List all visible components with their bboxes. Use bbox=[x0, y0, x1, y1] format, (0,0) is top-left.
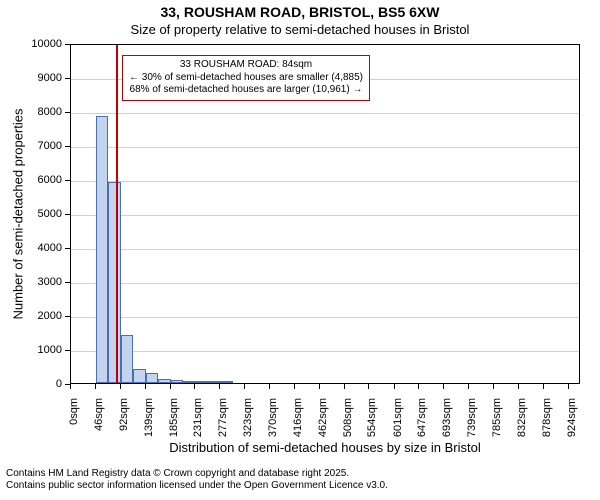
x-tick-label: 185sqm bbox=[168, 398, 180, 437]
histogram-bar bbox=[133, 369, 145, 383]
x-tick-mark bbox=[368, 384, 369, 389]
x-tick-mark bbox=[294, 384, 295, 389]
histogram-bar bbox=[146, 373, 158, 383]
gridline bbox=[71, 351, 579, 352]
title-line2: Size of property relative to semi-detach… bbox=[0, 22, 600, 37]
histogram-bar bbox=[171, 380, 183, 383]
x-tick-label: 462sqm bbox=[317, 398, 329, 437]
y-tick-mark bbox=[65, 316, 70, 317]
x-tick-mark bbox=[269, 384, 270, 389]
x-tick-label: 139sqm bbox=[143, 398, 155, 437]
plot-area: 33 ROUSHAM ROAD: 84sqm← 30% of semi-deta… bbox=[70, 44, 580, 384]
y-tick-label: 10000 bbox=[0, 38, 62, 50]
gridline bbox=[71, 249, 579, 250]
x-tick-mark bbox=[95, 384, 96, 389]
x-tick-label: 46sqm bbox=[93, 398, 105, 431]
x-tick-mark bbox=[543, 384, 544, 389]
histogram-bar bbox=[183, 381, 195, 383]
y-tick-label: 7000 bbox=[0, 140, 62, 152]
x-tick-mark bbox=[493, 384, 494, 389]
x-tick-mark bbox=[244, 384, 245, 389]
gridline bbox=[71, 283, 579, 284]
x-tick-label: 370sqm bbox=[267, 398, 279, 437]
gridline bbox=[71, 181, 579, 182]
annotation-box: 33 ROUSHAM ROAD: 84sqm← 30% of semi-deta… bbox=[122, 55, 370, 101]
gridline bbox=[71, 113, 579, 114]
x-tick-mark bbox=[568, 384, 569, 389]
annotation-line: 68% of semi-detached houses are larger (… bbox=[129, 84, 363, 97]
x-tick-label: 554sqm bbox=[366, 398, 378, 437]
x-tick-label: 277sqm bbox=[217, 398, 229, 437]
histogram-bar bbox=[195, 381, 208, 383]
x-tick-mark bbox=[319, 384, 320, 389]
x-tick-label: 693sqm bbox=[441, 398, 453, 437]
x-tick-mark bbox=[418, 384, 419, 389]
y-tick-label: 2000 bbox=[0, 310, 62, 322]
x-tick-mark bbox=[170, 384, 171, 389]
title-line1: 33, ROUSHAM ROAD, BRISTOL, BS5 6XW bbox=[0, 4, 600, 20]
footer-line2: Contains public sector information licen… bbox=[6, 480, 388, 492]
histogram-bar bbox=[208, 381, 220, 383]
footer-line1: Contains HM Land Registry data © Crown c… bbox=[6, 468, 388, 480]
y-tick-label: 6000 bbox=[0, 174, 62, 186]
x-tick-label: 832sqm bbox=[516, 398, 528, 437]
y-tick-label: 3000 bbox=[0, 276, 62, 288]
y-tick-label: 4000 bbox=[0, 242, 62, 254]
y-tick-mark bbox=[65, 248, 70, 249]
y-tick-mark bbox=[65, 78, 70, 79]
y-tick-label: 9000 bbox=[0, 72, 62, 84]
y-tick-mark bbox=[65, 282, 70, 283]
x-tick-mark bbox=[194, 384, 195, 389]
y-tick-mark bbox=[65, 350, 70, 351]
x-tick-label: 647sqm bbox=[416, 398, 428, 437]
x-tick-label: 0sqm bbox=[68, 398, 80, 425]
y-tick-mark bbox=[65, 146, 70, 147]
y-tick-mark bbox=[65, 44, 70, 45]
histogram-bar bbox=[158, 379, 170, 383]
x-tick-mark bbox=[518, 384, 519, 389]
chart-footer: Contains HM Land Registry data © Crown c… bbox=[6, 468, 388, 492]
chart-container: 33, ROUSHAM ROAD, BRISTOL, BS5 6XW Size … bbox=[0, 0, 600, 500]
x-tick-label: 878sqm bbox=[541, 398, 553, 437]
x-axis-title: Distribution of semi-detached houses by … bbox=[70, 440, 580, 455]
x-tick-mark bbox=[394, 384, 395, 389]
gridline bbox=[71, 147, 579, 148]
y-tick-label: 1000 bbox=[0, 344, 62, 356]
y-tick-label: 8000 bbox=[0, 106, 62, 118]
x-tick-mark bbox=[120, 384, 121, 389]
histogram-bar bbox=[121, 335, 134, 383]
gridline bbox=[71, 317, 579, 318]
histogram-bar bbox=[96, 116, 108, 383]
x-tick-mark bbox=[443, 384, 444, 389]
annotation-line: 33 ROUSHAM ROAD: 84sqm bbox=[129, 59, 363, 72]
histogram-bar bbox=[108, 182, 120, 383]
y-tick-mark bbox=[65, 214, 70, 215]
x-tick-mark bbox=[344, 384, 345, 389]
y-tick-label: 0 bbox=[0, 378, 62, 390]
x-tick-label: 739sqm bbox=[466, 398, 478, 437]
histogram-bar bbox=[220, 381, 232, 383]
annotation-line: ← 30% of semi-detached houses are smalle… bbox=[129, 72, 363, 85]
y-tick-label: 5000 bbox=[0, 208, 62, 220]
x-tick-label: 231sqm bbox=[192, 398, 204, 437]
x-tick-label: 924sqm bbox=[566, 398, 578, 437]
x-tick-label: 601sqm bbox=[392, 398, 404, 437]
x-tick-label: 92sqm bbox=[118, 398, 130, 431]
x-tick-mark bbox=[468, 384, 469, 389]
property-marker-line bbox=[116, 45, 118, 383]
x-tick-label: 416sqm bbox=[292, 398, 304, 437]
x-tick-mark bbox=[70, 384, 71, 389]
chart-title: 33, ROUSHAM ROAD, BRISTOL, BS5 6XW Size … bbox=[0, 4, 600, 37]
y-tick-mark bbox=[65, 180, 70, 181]
x-tick-mark bbox=[219, 384, 220, 389]
y-tick-mark bbox=[65, 112, 70, 113]
x-tick-mark bbox=[145, 384, 146, 389]
gridline bbox=[71, 215, 579, 216]
x-tick-label: 323sqm bbox=[242, 398, 254, 437]
x-tick-label: 508sqm bbox=[342, 398, 354, 437]
x-tick-label: 785sqm bbox=[491, 398, 503, 437]
